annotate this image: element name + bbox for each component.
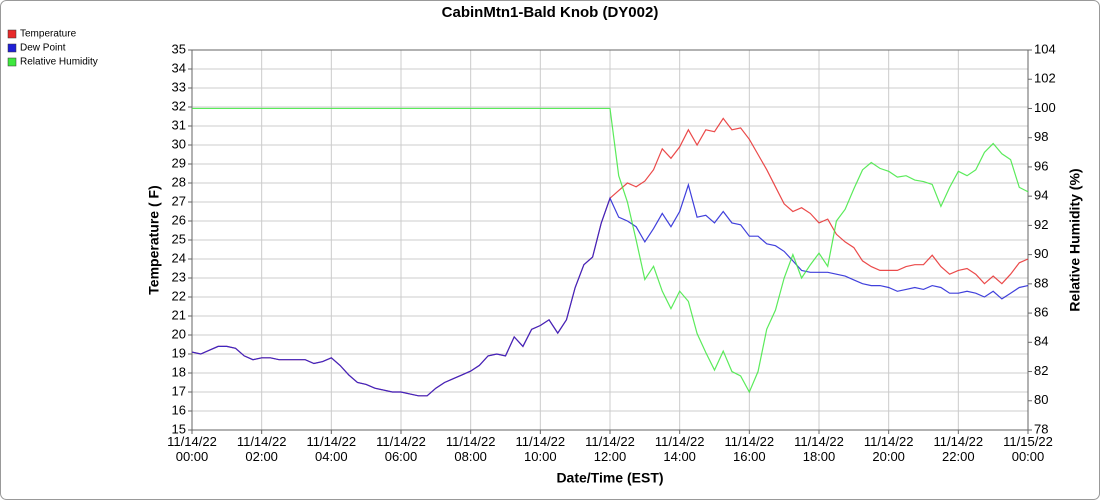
y-tick-label: 23 (172, 269, 186, 284)
y2-tick-label: 90 (1034, 246, 1048, 261)
series-line (191, 182, 1029, 397)
y-tick-label: 17 (172, 383, 186, 398)
y-tick-label: 22 (172, 288, 186, 303)
legend-swatch (7, 57, 17, 67)
legend-label: Relative Humidity (20, 57, 98, 68)
x-tick-label: 11/14/22 20:00 (863, 434, 914, 464)
y2-tick-label: 88 (1034, 275, 1048, 290)
y2-tick-label: 94 (1034, 188, 1048, 203)
y2-tick-label: 84 (1034, 334, 1048, 349)
legend-label: Dew Point (20, 43, 66, 54)
x-tick-label: 11/14/22 04:00 (306, 434, 357, 464)
y-tick-label: 18 (172, 364, 186, 379)
y2-tick-label: 102 (1034, 71, 1056, 86)
y2-tick-label: 92 (1034, 217, 1048, 232)
x-tick-label: 11/14/22 22:00 (933, 434, 984, 464)
y-tick-label: 19 (172, 345, 186, 360)
x-tick-label: 11/14/22 16:00 (724, 434, 775, 464)
y-tick-label: 31 (172, 117, 186, 132)
y2-tick-label: 96 (1034, 158, 1048, 173)
x-tick-label: 11/15/22 00:00 (1003, 434, 1053, 464)
y-axis-label: Temperature ( F) (146, 185, 162, 294)
legend-label: Temperature (20, 29, 77, 40)
series-line (192, 107, 1029, 394)
y-tick-label: 15 (172, 421, 186, 436)
y-tick-label: 32 (172, 98, 186, 113)
y2-tick-label: 78 (1034, 421, 1048, 436)
x-tick-label: 11/14/22 00:00 (167, 434, 217, 464)
y2-tick-label: 98 (1034, 129, 1048, 144)
x-tick-label: 11/14/22 18:00 (794, 434, 844, 464)
y2-tick-label: 80 (1034, 392, 1048, 407)
x-tick-label: 11/14/22 14:00 (654, 434, 705, 464)
x-axis-label: Date/Time (EST) (556, 470, 663, 486)
x-tick-label: 11/14/22 08:00 (445, 434, 496, 464)
y-tick-label: 33 (172, 79, 186, 94)
x-tick-label: 11/14/22 10:00 (515, 434, 566, 464)
y-tick-label: 21 (172, 307, 186, 322)
plot-border (191, 49, 1029, 431)
legend-swatch (7, 29, 17, 39)
y2-axis-label: Relative Humidity (%) (1067, 168, 1083, 311)
y-tick-label: 16 (172, 402, 186, 417)
y2-tick-label: 82 (1034, 363, 1048, 378)
x-tick-label: 11/14/22 12:00 (585, 434, 635, 464)
y-tick-label: 26 (172, 212, 186, 227)
y-tick-label: 30 (172, 136, 186, 151)
y-tick-label: 27 (172, 193, 186, 208)
y-tick-label: 34 (172, 60, 186, 75)
y-tick-label: 24 (172, 250, 186, 265)
y2-tick-label: 104 (1034, 41, 1056, 56)
legend-swatch (7, 43, 17, 53)
chart-title: CabinMtn1-Bald Knob (DY002) (442, 4, 659, 21)
y-tick-label: 28 (172, 174, 186, 189)
y-tick-label: 35 (172, 41, 186, 56)
x-tick-label: 11/14/22 06:00 (376, 434, 426, 464)
y-tick-label: 25 (172, 231, 186, 246)
y2-tick-label: 100 (1034, 100, 1056, 115)
x-tick-label: 11/14/22 02:00 (236, 434, 287, 464)
y-tick-label: 20 (172, 326, 186, 341)
y2-tick-label: 86 (1034, 305, 1048, 320)
y-tick-label: 29 (172, 155, 186, 170)
